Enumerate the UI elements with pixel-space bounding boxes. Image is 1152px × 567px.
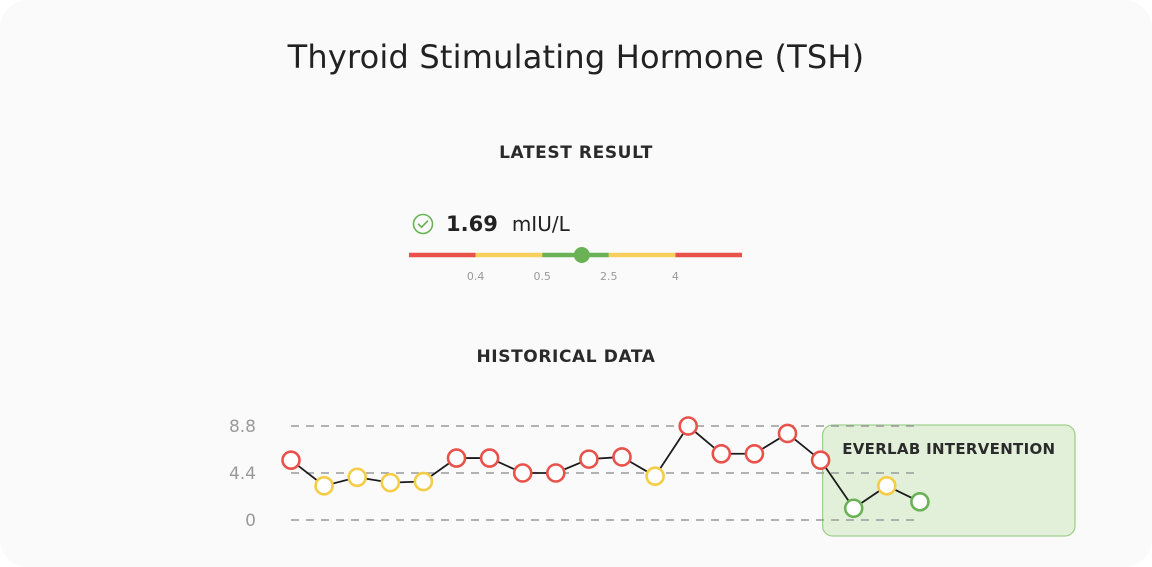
data-point-yellow[interactable] <box>645 466 665 487</box>
data-point-yellow[interactable] <box>314 476 334 496</box>
y-tick-label: 0 <box>245 511 256 531</box>
result-unit: mIU/L <box>511 212 570 236</box>
data-point-green[interactable] <box>910 492 930 512</box>
page-title: Thyroid Stimulating Hormone (TSH) <box>287 38 865 76</box>
range-tick-label: 4 <box>672 270 679 283</box>
data-point-yellow[interactable] <box>380 472 401 493</box>
range-tick-label: 0.4 <box>467 270 485 283</box>
data-point-green[interactable] <box>843 498 864 519</box>
data-point-red[interactable] <box>579 449 599 469</box>
y-tick-label: 8.8 <box>229 417 256 437</box>
data-point-red[interactable] <box>777 423 798 444</box>
data-point-red[interactable] <box>545 463 566 483</box>
data-point-red[interactable] <box>612 447 632 467</box>
data-point-red[interactable] <box>810 450 831 470</box>
range-tick-label: 0.5 <box>533 270 551 283</box>
data-point-red[interactable] <box>678 416 699 436</box>
data-point-red[interactable] <box>281 450 301 470</box>
intervention-band <box>821 424 1076 537</box>
y-tick-label: 4.4 <box>229 464 256 484</box>
range-tick-label: 2.5 <box>600 270 618 283</box>
range-marker <box>573 247 590 263</box>
historical-data-heading: HISTORICAL DATA <box>476 347 656 367</box>
data-point-red[interactable] <box>512 463 533 483</box>
data-point-yellow[interactable] <box>413 471 434 492</box>
data-point-yellow[interactable] <box>347 467 368 488</box>
data-point-yellow[interactable] <box>876 476 897 496</box>
latest-result: 1.69 mIU/L <box>412 210 570 238</box>
result-value: 1.69 <box>446 212 498 236</box>
check-circle-icon <box>412 213 434 235</box>
data-point-red[interactable] <box>744 443 765 464</box>
intervention-label: EVERLAB INTERVENTION <box>842 440 1055 458</box>
data-point-red[interactable] <box>446 448 467 468</box>
latest-result-heading: LATEST RESULT <box>499 143 653 163</box>
data-point-red[interactable] <box>479 448 500 468</box>
data-point-red[interactable] <box>711 443 732 464</box>
